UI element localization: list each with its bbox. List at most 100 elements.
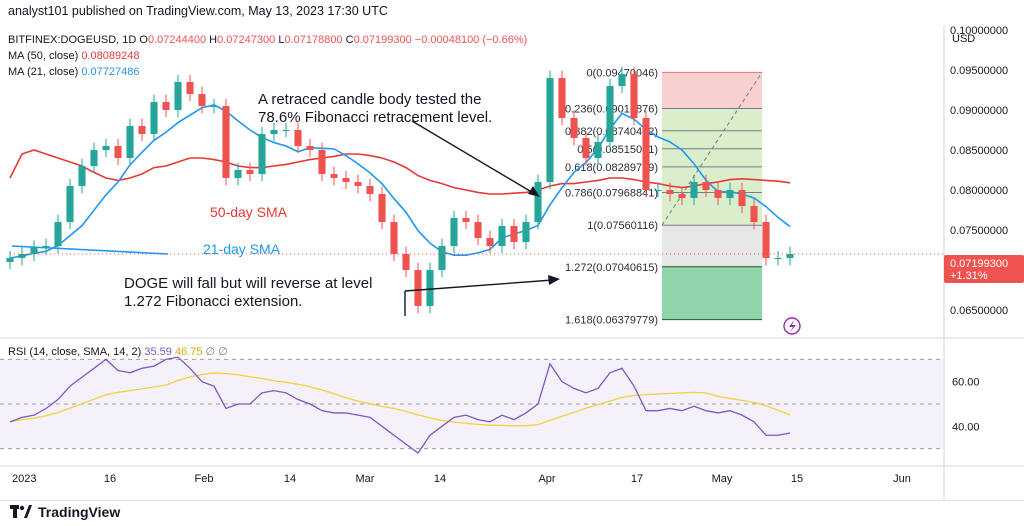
arrow-bottom-shaft: [404, 279, 554, 292]
fib-zone: [662, 148, 762, 167]
candle-body: [666, 190, 674, 194]
ma21-legend: MA (21, close) 0.07727486: [8, 65, 140, 79]
candle-body: [606, 86, 614, 142]
fib-zone: [662, 108, 762, 131]
candle-body: [774, 258, 782, 259]
candle-body: [42, 246, 50, 248]
fib-zone: [662, 225, 762, 267]
change-value: −0.00048100 (−0.66%): [414, 34, 528, 46]
fib-level-label: 1(0.07560116): [587, 220, 658, 232]
candle-body: [402, 254, 410, 270]
candle-body: [366, 186, 374, 194]
fib-level-label: 0.618(0.08289709): [565, 162, 658, 174]
fibonacci-retracement[interactable]: 0(0.09470046)0.236(0.09018876)0.382(0.08…: [565, 67, 763, 327]
candle-body: [786, 254, 794, 258]
price-tick-label: 0.06500000: [950, 305, 1008, 317]
fib-trend-line: [661, 72, 763, 226]
chart-svg[interactable]: 0(0.09470046)0.236(0.09018876)0.382(0.08…: [0, 25, 1024, 500]
candle-body: [330, 174, 338, 178]
annotation-top-line2: 78.6% Fibonacci retracement level.: [258, 109, 492, 126]
time-tick-label: 16: [104, 473, 116, 485]
candle-body: [78, 166, 86, 186]
chart-frame[interactable]: 0(0.09470046)0.236(0.09018876)0.382(0.08…: [0, 25, 1024, 500]
time-tick-label: Mar: [356, 473, 375, 485]
candle-body: [642, 118, 650, 190]
candle-body: [198, 94, 206, 106]
arrow-top-shaft: [411, 120, 536, 195]
tradingview-brand: TradingView: [38, 504, 121, 520]
time-tick-label: Jun: [893, 473, 911, 485]
candle-body: [150, 102, 158, 134]
fib-zone: [662, 72, 762, 109]
candle-body: [618, 74, 626, 86]
candle-body: [378, 194, 386, 222]
rsi-tick-label: 40.00: [952, 421, 980, 433]
candle-body: [342, 178, 350, 182]
candle-body: [462, 218, 470, 222]
rsi-tick-label: 60.00: [952, 377, 980, 389]
candle-body: [306, 146, 314, 150]
candle-body: [6, 258, 14, 262]
price-tick-label: 0.08000000: [950, 185, 1008, 197]
current-price: 0.07199300: [950, 258, 1008, 270]
axes: 0.10000000 0.09500000 0.09000000 0.08500000…: [12, 25, 1008, 485]
ma21-legend-value: 0.07727486: [81, 66, 140, 78]
candle-body: [390, 222, 398, 254]
candle-body: [102, 146, 110, 150]
candle-body: [186, 82, 194, 94]
ma21-extension: [11, 245, 169, 255]
ma50-polyline: [9, 149, 791, 195]
annotation-top-line1: A retraced candle body tested the: [258, 91, 481, 108]
candle-body: [558, 78, 566, 118]
time-tick-label: 2023: [12, 473, 36, 485]
candle-body: [762, 222, 770, 258]
currency-label: USD: [952, 33, 975, 45]
fib-zone: [662, 266, 762, 320]
candle-body: [222, 106, 230, 178]
rsi-legend: RSI (14, close, SMA, 14, 2) 35.59 46.75 …: [8, 345, 228, 359]
rsi-legend-extra: ∅ ∅: [205, 346, 228, 358]
candle-body: [318, 150, 326, 174]
c-label: C: [345, 34, 354, 46]
tradingview-logo[interactable]: TradingView: [10, 504, 120, 520]
candle-body: [210, 106, 218, 107]
candle-body: [426, 270, 434, 306]
candle-body: [630, 74, 638, 118]
candle-body: [30, 247, 38, 254]
c-value: 0.07199300: [353, 34, 412, 46]
l-value: 0.07178800: [284, 34, 343, 46]
candle-body: [246, 170, 254, 174]
ma21-annotation: 21-day SMA: [203, 241, 281, 257]
h-label: H: [209, 34, 218, 46]
fib-zone: [662, 192, 762, 226]
rsi-ma-line: [9, 372, 791, 427]
time-tick-label: Feb: [195, 473, 214, 485]
fib-level-label: 0.786(0.07968841): [565, 187, 658, 199]
candle-body: [594, 142, 602, 158]
price-tick-label: 0.08500000: [950, 145, 1008, 157]
o-value: 0.07244400: [147, 34, 207, 46]
candle-body: [258, 134, 266, 174]
annotation-bottom-line2: 1.272 Fibonacci extension.: [124, 293, 302, 310]
candle-body: [234, 170, 242, 178]
lightning-icon[interactable]: [783, 317, 801, 335]
arrow-top-head: [528, 186, 540, 197]
candle-body: [294, 130, 302, 146]
rsi-panel: 60.00 40.00: [0, 356, 980, 455]
candle-body: [270, 130, 278, 134]
symbol-label: BITFINEX:DOGEUSD, 1D: [8, 34, 137, 46]
ma21-legend-label: MA (21, close): [8, 66, 79, 78]
ma50-legend-value: 0.08089248: [81, 50, 140, 62]
candle-body: [438, 246, 446, 270]
annotation-bottom-line1: DOGE will fall but will reverse at level: [124, 275, 372, 292]
footer: TradingView: [0, 500, 1024, 526]
publish-line: analyst101 published on TradingView.com,…: [8, 4, 388, 18]
ma50-legend-label: MA (50, close): [8, 50, 79, 62]
time-tick-label: 17: [631, 473, 643, 485]
o-label: O: [139, 34, 148, 46]
annotation-arrows: [404, 120, 560, 316]
fib-level-label: 1.272(0.07040615): [565, 262, 658, 274]
ma21-line: [9, 104, 791, 259]
candle-body: [750, 206, 758, 222]
time-tick-label: 14: [434, 473, 446, 485]
